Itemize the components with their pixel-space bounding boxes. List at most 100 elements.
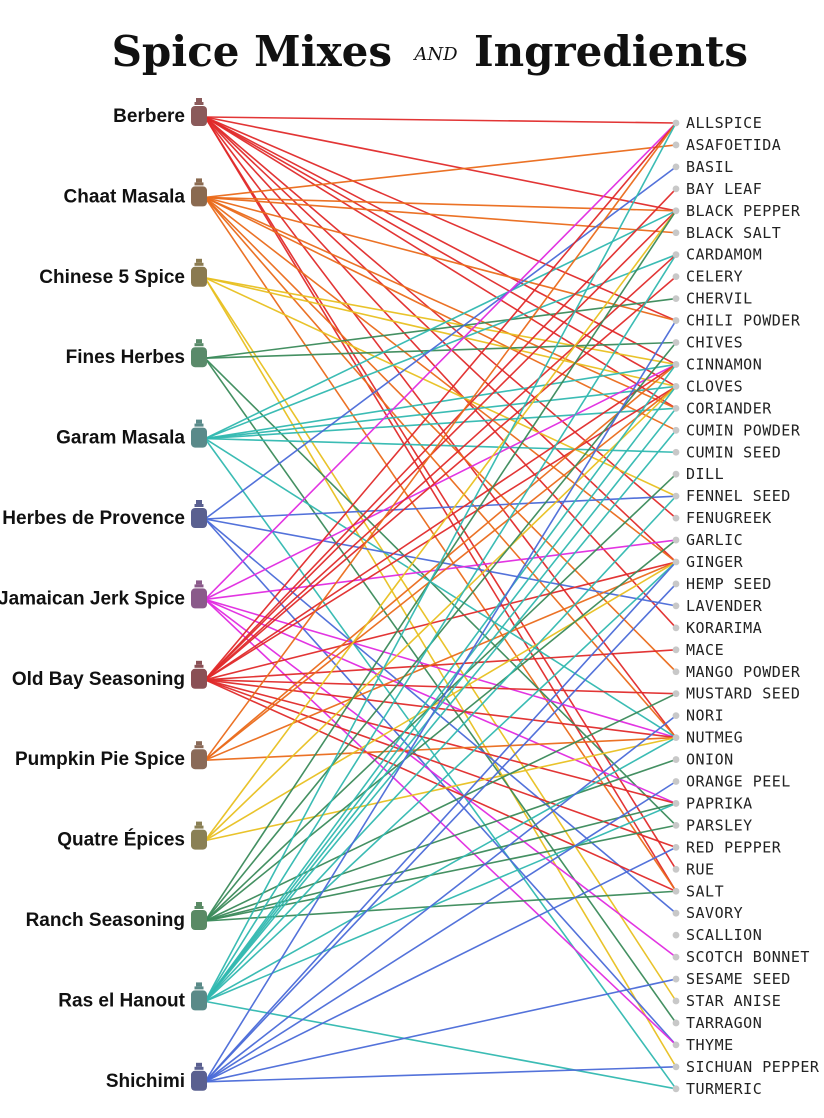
ingredient-dot [672,119,680,127]
ingredient-label: CELERY [686,268,743,286]
ingredient-label: PAPRIKA [686,794,753,812]
mix-jar-icon [191,580,207,609]
link-10-4 [204,692,677,922]
ingredient-dot [672,251,680,259]
link-2-0 [204,277,677,366]
ingredient-label: BAY LEAF [686,180,762,198]
ingredient-dot [672,339,680,346]
ingredient-dot [672,426,680,434]
ingredient-label: ONION [686,751,734,769]
link-0-11 [204,116,677,870]
ingredient-dot [672,997,680,1005]
ingredient-dot [672,383,680,390]
ingredient-dot [672,295,680,302]
link-12-6 [204,978,677,1083]
link-5-1 [204,495,677,520]
link-12-3 [204,715,677,1083]
link-6-1 [204,363,677,601]
link-0-0 [204,116,677,124]
ingredient-dot [672,514,680,522]
ingredient-label: ALLSPICE [686,114,762,132]
link-9-2 [204,736,677,842]
link-11-10 [204,1000,677,1090]
ingredient-label: PARSLEY [686,816,753,834]
ingredient-dot [672,470,680,478]
mix-jar-icon [191,902,207,930]
mix-jar-icon [191,660,207,689]
ingredient-label: FENUGREEK [686,509,772,527]
ingredient-label: CINNAMON [686,355,762,373]
link-11-2 [204,363,677,1002]
ingredient-label: BLACK SALT [686,224,781,242]
link-7-7 [204,561,677,681]
link-11-7 [204,561,677,1002]
link-1-4 [204,196,677,410]
link-5-0 [204,166,677,520]
link-2-2 [204,277,677,497]
link-0-6 [204,116,677,519]
ingredient-dot [672,163,680,171]
ingredient-dot [672,712,680,720]
ingredient-label: RED PEPPER [686,838,782,856]
ingredient-label: TARRAGON [686,1014,762,1032]
link-0-3 [204,116,677,366]
mix-label: Ranch Seasoning [26,910,185,931]
link-9-3 [204,210,677,842]
link-7-10 [204,679,677,739]
mix-column: Berbere Chaat Masala Chinese 5 Spice Fines … [0,98,207,1092]
mix-jar-icon [191,1062,207,1091]
ingredient-label: SESAME SEED [686,970,791,988]
ingredient-dot [672,185,680,193]
link-11-4 [204,407,677,1002]
link-6-0 [204,122,677,600]
ingredient-label: SCALLION [686,926,762,944]
mix-label: Ras el Hanout [58,990,185,1011]
ingredient-label: CLOVES [686,377,743,395]
ingredient-dot [672,909,680,917]
link-9-0 [204,385,677,842]
ingredient-label: CHILI POWDER [686,312,801,330]
ingredient-label: MANGO POWDER [686,663,801,681]
link-12-5 [204,846,677,1083]
mix-jar-icon [191,178,207,207]
link-3-0 [204,297,677,359]
link-0-4 [204,116,677,388]
link-7-3 [204,254,677,681]
ingredient-dot [672,404,680,412]
ingredient-dot [672,975,680,983]
ingredient-label: BASIL [686,158,734,176]
ingredient-dot [672,822,680,829]
ingredient-dot [672,646,680,654]
ingredient-label: KORARIMA [686,619,762,637]
ingredient-dot [672,602,680,610]
ingredient-label: DILL [686,465,724,483]
link-3-1 [204,341,677,359]
link-8-0 [204,122,677,761]
mix-label: Old Bay Seasoning [12,669,185,690]
ingredient-label: MACE [686,641,724,659]
link-11-9 [204,802,677,1003]
ingredient-dot [672,536,680,544]
ingredient-dot [672,273,680,281]
title-left: Spice Mixes [112,27,392,76]
link-0-7 [204,116,677,563]
mix-jar-icon [191,98,207,126]
link-7-12 [204,679,677,849]
link-0-8 [204,116,677,629]
ingredient-label: MUSTARD SEED [686,685,800,703]
ingredient-label: FENNEL SEED [686,487,791,505]
link-6-6 [204,598,677,958]
ingredient-label: ORANGE PEEL [686,773,791,791]
link-12-0 [204,320,677,1083]
ingredient-label: BLACK PEPPER [686,202,801,220]
ingredient-dot [672,690,680,698]
link-10-3 [204,539,677,922]
ingredient-label: CUMIN SEED [686,443,781,461]
ingredient-label: CUMIN POWDER [686,421,801,439]
mix-jar-icon [191,500,207,528]
mix-label: Chaat Masala [64,186,186,207]
link-2-3 [204,277,677,1002]
ingredient-label: GARLIC [686,531,743,549]
ingredient-dot [672,207,680,215]
link-8-3 [204,561,677,761]
